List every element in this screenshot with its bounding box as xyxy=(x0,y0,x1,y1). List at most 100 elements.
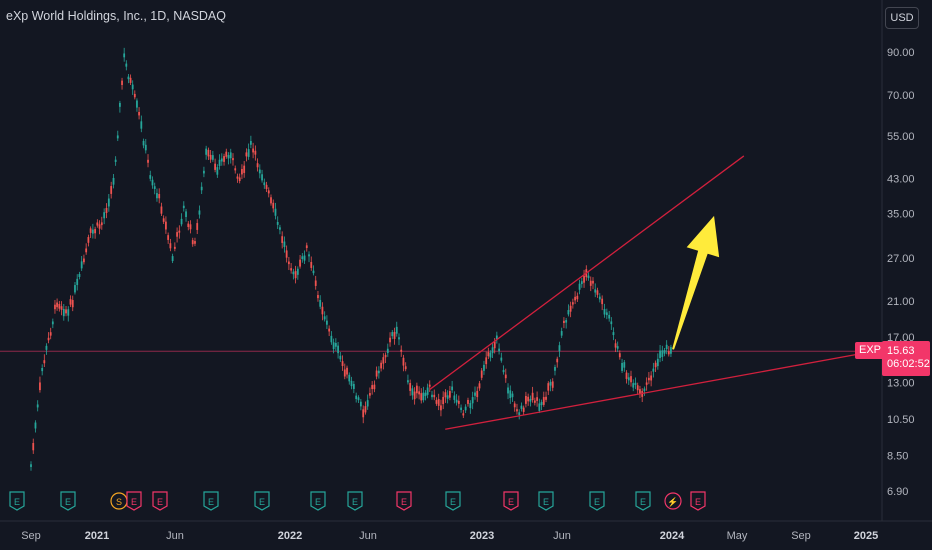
event-badge[interactable]: E xyxy=(538,491,554,511)
price-candle xyxy=(411,388,414,396)
event-badge[interactable]: E xyxy=(347,491,363,511)
event-badge[interactable]: E xyxy=(126,491,142,511)
event-badge[interactable]: E xyxy=(254,491,270,511)
price-candle xyxy=(380,362,383,369)
price-candle xyxy=(362,409,365,418)
price-candle xyxy=(196,223,199,230)
events-row[interactable]: E E S E E E E E E E E E E E E ⚡ E xyxy=(9,491,706,511)
trendline[interactable] xyxy=(445,353,861,430)
event-badge-shape[interactable] xyxy=(589,491,605,511)
event-badge[interactable]: E xyxy=(690,491,706,511)
trendline[interactable] xyxy=(429,155,745,390)
price-candle xyxy=(437,399,440,406)
currency-button[interactable]: USD xyxy=(885,7,919,29)
price-candle xyxy=(334,342,337,347)
price-candle xyxy=(616,346,619,349)
price-candle xyxy=(209,154,212,160)
event-badge-shape[interactable] xyxy=(310,491,326,511)
price-candle xyxy=(610,321,613,325)
price-candle xyxy=(245,152,248,157)
event-badge[interactable]: E xyxy=(635,491,651,511)
price-candle xyxy=(136,100,138,108)
price-candle xyxy=(369,393,371,396)
time-tick-label: 2021 xyxy=(85,530,109,542)
event-badge[interactable]: E xyxy=(152,491,168,511)
price-candle xyxy=(418,391,421,395)
price-candle xyxy=(601,298,604,305)
price-tick-label: 17.00 xyxy=(887,332,915,344)
event-badge[interactable]: E xyxy=(310,491,326,511)
event-badge-shape[interactable] xyxy=(635,491,651,511)
price-candle xyxy=(71,300,74,308)
price-scale[interactable]: 90.00 70.00 55.00 43.00 35.00 27.00 21.00 17.00… xyxy=(887,47,915,498)
event-badge-shape[interactable] xyxy=(538,491,554,511)
price-candle xyxy=(656,358,659,367)
price-candle xyxy=(326,320,328,325)
price-candle xyxy=(332,342,335,350)
price-candle xyxy=(123,53,126,58)
event-badge-shape[interactable] xyxy=(152,491,168,511)
event-badge[interactable]: ⚡ xyxy=(664,492,682,510)
price-candle xyxy=(299,259,301,267)
event-badge-letter: E xyxy=(508,497,514,507)
time-tick-label: Jun xyxy=(359,530,377,542)
price-candle xyxy=(511,393,514,398)
event-badge-shape[interactable] xyxy=(203,491,219,511)
event-badge-letter: E xyxy=(14,497,20,507)
price-candle xyxy=(605,312,608,316)
event-badge-shape[interactable] xyxy=(126,491,142,511)
annotation-arrow[interactable] xyxy=(672,215,720,350)
event-badge-letter: E xyxy=(315,497,321,507)
event-badge[interactable]: E xyxy=(445,491,461,511)
time-tick-label: Sep xyxy=(791,530,811,542)
trendlines[interactable] xyxy=(429,155,861,430)
event-badge-shape[interactable] xyxy=(254,491,270,511)
event-badge[interactable]: E xyxy=(503,491,519,511)
event-badge[interactable]: E xyxy=(9,491,25,511)
price-candle xyxy=(451,386,454,391)
price-candle xyxy=(556,358,559,363)
price-candle xyxy=(576,295,579,300)
yellow-arrow[interactable] xyxy=(672,215,720,350)
event-badge-shape[interactable] xyxy=(60,491,76,511)
last-price-value: 15.63 xyxy=(887,345,915,357)
event-badge-shape[interactable] xyxy=(445,491,461,511)
price-tick-label: 55.00 xyxy=(887,131,915,143)
price-candle xyxy=(587,275,590,279)
price-candle xyxy=(281,236,284,243)
event-badge-shape[interactable] xyxy=(664,492,682,510)
price-candle xyxy=(303,255,306,261)
price-candle xyxy=(639,389,641,395)
price-candle xyxy=(140,121,143,129)
price-candle xyxy=(223,156,225,162)
event-badge[interactable]: E xyxy=(396,491,412,511)
event-badge[interactable]: E xyxy=(203,491,219,511)
price-candle xyxy=(547,383,550,391)
price-candle xyxy=(409,383,412,391)
price-candle xyxy=(630,376,632,383)
price-candle xyxy=(96,222,99,226)
event-badge[interactable]: E xyxy=(60,491,76,511)
event-badge-shape[interactable] xyxy=(396,491,412,511)
event-badge-shape[interactable] xyxy=(690,491,706,511)
price-candle xyxy=(337,345,339,354)
event-badge[interactable]: E xyxy=(589,491,605,511)
price-candle xyxy=(312,270,315,274)
price-candle xyxy=(652,368,655,372)
event-badge-letter: E xyxy=(65,497,71,507)
time-scale[interactable]: Sep 2021 Jun 2022 Jun 2023 Jun 2024 May Sep 2025 xyxy=(21,530,878,542)
price-candle xyxy=(276,221,279,225)
event-badge-shape[interactable] xyxy=(347,491,363,511)
price-candle xyxy=(393,332,396,339)
price-candle xyxy=(272,202,275,209)
price-candle xyxy=(147,159,149,163)
price-candle xyxy=(310,261,313,268)
event-badge[interactable]: S xyxy=(110,492,128,510)
price-candle xyxy=(328,328,331,332)
event-badge-shape[interactable] xyxy=(503,491,519,511)
price-candle xyxy=(355,395,358,400)
price-candle xyxy=(185,211,187,217)
event-badge-letter: ⚡ xyxy=(667,496,678,508)
event-badge-shape[interactable] xyxy=(9,491,25,511)
